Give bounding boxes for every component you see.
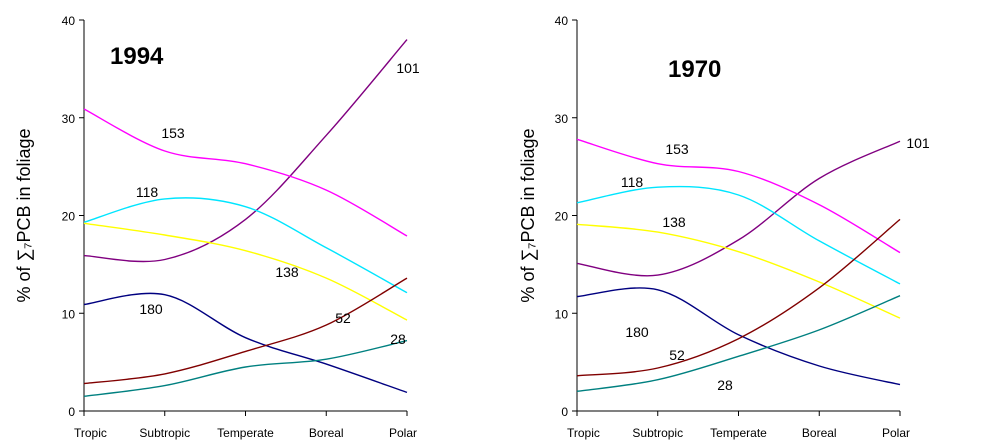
chart-panel-1970: 0 10 20 30 40 Tropic Subtropic Temperate Boreal P… xyxy=(518,14,930,440)
y-tick-label: 40 xyxy=(555,14,569,28)
series-line-pcb-180 xyxy=(83,292,408,394)
series-label-pcb-180: 180 xyxy=(139,301,163,317)
series-line-pcb-153 xyxy=(576,138,901,254)
series-line-pcb-118 xyxy=(83,197,408,294)
series-line-pcb-101 xyxy=(83,39,408,263)
chart-panel-1994: 0 10 20 30 40 Tropic Subtropic Temperate Boreal P… xyxy=(14,14,420,440)
series-label-pcb-138: 138 xyxy=(662,214,686,230)
series-line-pcb-180 xyxy=(576,287,901,386)
y-tick-label: 30 xyxy=(62,112,76,126)
x-tick-label: Temperate xyxy=(710,426,767,440)
x-tick-label: Boreal xyxy=(802,426,837,440)
x-tick-label: Tropic xyxy=(567,426,600,440)
x-tick-label: Tropic xyxy=(74,426,107,440)
y-tick-label: 20 xyxy=(555,210,569,224)
series-line-pcb-101 xyxy=(576,140,901,277)
series-label-pcb-138: 138 xyxy=(275,264,299,280)
series-line-pcb-52 xyxy=(83,277,408,385)
y-tick-label: 20 xyxy=(62,210,76,224)
series-line-pcb-28 xyxy=(576,295,901,393)
series-label-pcb-28: 28 xyxy=(390,331,406,347)
series-line-pcb-52 xyxy=(576,218,901,377)
series-label-pcb-52: 52 xyxy=(335,310,351,326)
y-tick-label: 10 xyxy=(555,307,569,321)
series-line-pcb-138 xyxy=(83,222,408,321)
x-tick-label: Boreal xyxy=(309,426,344,440)
series-label-pcb-153: 153 xyxy=(161,125,185,141)
y-tick-label: 30 xyxy=(555,112,569,126)
x-tick-label: Temperate xyxy=(217,426,274,440)
series-label-pcb-118: 118 xyxy=(136,184,159,200)
y-tick-label: 0 xyxy=(68,405,75,419)
panel-title: 1970 xyxy=(668,56,721,83)
series-line-pcb-118 xyxy=(576,185,901,285)
series-label-pcb-153: 153 xyxy=(665,141,689,157)
y-tick-label: 40 xyxy=(62,14,76,28)
panel-title: 1994 xyxy=(110,43,164,70)
x-tick-label: Polar xyxy=(882,426,910,440)
y-axis-label: % of ∑₇PCB in foliage xyxy=(14,128,34,302)
series-label-pcb-101: 101 xyxy=(906,135,930,151)
series-label-pcb-28: 28 xyxy=(717,377,733,393)
x-tick-label: Polar xyxy=(389,426,417,440)
series-line-pcb-28 xyxy=(83,339,408,397)
series-label-pcb-52: 52 xyxy=(669,347,685,363)
x-tick-label: Subtropic xyxy=(632,426,683,440)
series-label-pcb-118: 118 xyxy=(621,174,644,190)
y-tick-label: 10 xyxy=(62,307,76,321)
series-label-pcb-101: 101 xyxy=(396,60,420,76)
series-line-pcb-153 xyxy=(83,108,408,237)
y-axis-label: % of ∑₇PCB in foliage xyxy=(518,128,538,302)
series-label-pcb-180: 180 xyxy=(625,324,649,340)
x-tick-label: Subtropic xyxy=(139,426,190,440)
y-tick-label: 0 xyxy=(561,405,568,419)
series-line-pcb-138 xyxy=(576,223,901,319)
